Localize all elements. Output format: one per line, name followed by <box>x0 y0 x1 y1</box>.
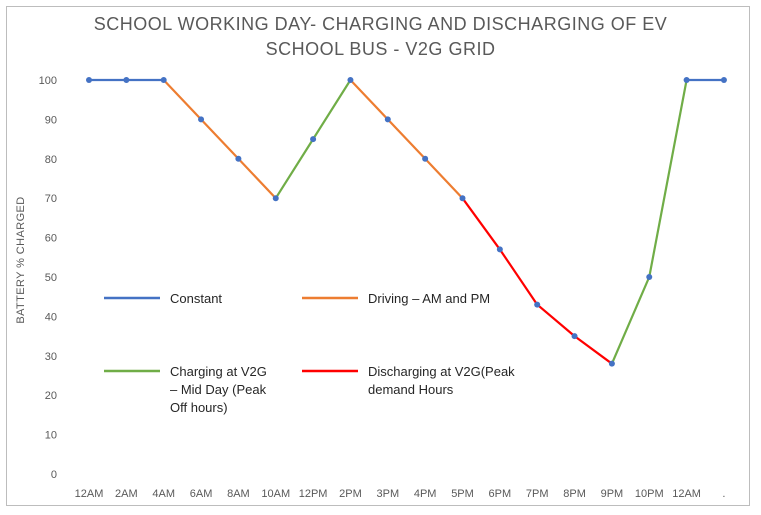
data-point <box>160 77 167 83</box>
x-tick-label: 4PM <box>414 488 437 500</box>
legend-label: Driving – AM and PM <box>368 291 490 306</box>
y-tick-label: 40 <box>45 311 57 323</box>
data-point <box>235 155 242 162</box>
legend-label: – Mid Day (Peak <box>170 382 267 397</box>
x-tick-label: 9PM <box>601 488 624 500</box>
data-point <box>608 360 615 367</box>
x-tick-label: 5PM <box>451 488 474 500</box>
x-tick-label: 6PM <box>489 488 512 500</box>
y-tick-label: 10 <box>45 430 57 442</box>
y-tick-label: 60 <box>45 233 57 245</box>
data-point <box>422 155 429 162</box>
legend: Constant Driving – AM and PM Charging at V… <box>104 291 515 415</box>
legend-label: Off hours) <box>170 400 228 415</box>
y-tick-label: 100 <box>39 75 57 87</box>
x-tick-label: 8AM <box>227 488 250 500</box>
y-tick-label: 50 <box>45 272 57 284</box>
x-tick-label: 12AM <box>75 488 104 500</box>
legend-label: demand Hours <box>368 382 454 397</box>
y-tick-label: 80 <box>45 154 57 166</box>
data-point <box>123 77 130 83</box>
data-point <box>310 136 317 143</box>
data-point <box>683 77 690 83</box>
data-point <box>347 77 354 83</box>
data-point <box>272 195 279 202</box>
data-point <box>571 333 578 340</box>
x-tick-label: 2PM <box>339 488 362 500</box>
legend-label: Discharging at V2G(Peak <box>368 364 515 379</box>
x-tick-label: 10AM <box>261 488 290 500</box>
series-line-3 <box>461 197 613 365</box>
data-point <box>646 274 653 280</box>
series-line-1 <box>349 79 464 199</box>
x-tick-label: 3PM <box>376 488 399 500</box>
x-tick-label: 8PM <box>563 488 586 500</box>
x-tick-label: 10PM <box>635 488 664 500</box>
y-axis-label: BATTERY % CHARGED <box>15 196 27 323</box>
data-point <box>384 116 391 123</box>
legend-label: Charging at V2G <box>170 364 267 379</box>
y-tick-label: 90 <box>45 114 57 126</box>
x-tick-label: 6AM <box>190 488 213 500</box>
y-tick-label: 30 <box>45 351 57 363</box>
data-markers <box>86 77 727 367</box>
chart-title-line-2: SCHOOL BUS - V2G GRID <box>265 39 496 59</box>
data-point <box>459 195 466 202</box>
chart-frame <box>6 6 750 506</box>
legend-label: Constant <box>170 291 222 306</box>
y-axis-ticks: 0 10 20 30 40 50 60 70 80 90 100 <box>39 75 57 481</box>
x-axis-ticks: 12AM 2AM 4AM 6AM 8AM 10AM 12PM 2PM 3PM 4PM 5PM 6PM 7… <box>75 488 726 500</box>
data-point <box>720 77 727 83</box>
y-tick-label: 20 <box>45 390 57 402</box>
y-tick-label: 70 <box>45 193 57 205</box>
x-tick-label: 4AM <box>152 488 175 500</box>
x-tick-label: . <box>722 488 725 500</box>
x-tick-label: 12AM <box>672 488 701 500</box>
series-line-2 <box>610 79 688 365</box>
series-line-1 <box>162 79 277 199</box>
data-point <box>496 246 503 253</box>
x-tick-label: 7PM <box>526 488 549 500</box>
chart-title-line-1: SCHOOL WORKING DAY- CHARGING AND DISCHAR… <box>93 14 668 34</box>
x-tick-label: 12PM <box>299 488 328 500</box>
data-point <box>534 301 541 308</box>
data-point <box>198 116 205 123</box>
data-point <box>86 77 92 83</box>
y-tick-label: 0 <box>51 469 57 481</box>
x-tick-label: 2AM <box>115 488 138 500</box>
series-lines <box>89 78 724 365</box>
